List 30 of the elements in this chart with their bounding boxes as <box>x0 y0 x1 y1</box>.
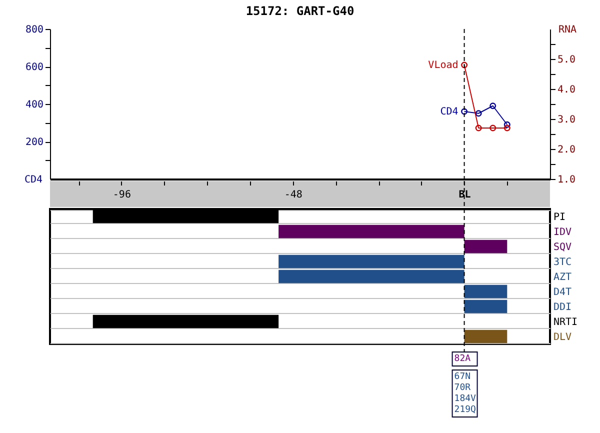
text: 67N 70R 184V 219Q <box>454 372 477 415</box>
x-tick-label: -48 <box>284 190 302 200</box>
series-label: CD4 <box>440 106 458 118</box>
y2-tick-label: 2.0 <box>558 144 576 156</box>
x-tick-label: BL <box>458 190 471 200</box>
y-tick-label: NRTI <box>554 317 578 328</box>
point <box>475 110 482 117</box>
y2-tick-label: 1.0 <box>558 174 576 186</box>
series-label: VLoad <box>428 60 458 71</box>
y-tick-label: 200 <box>25 137 44 148</box>
y-tick-label: 800 <box>25 24 44 36</box>
y-tick-label: SQV <box>554 242 572 253</box>
point <box>490 102 496 110</box>
text: 82A <box>454 354 472 364</box>
y2-tick-label: 4.0 <box>558 84 576 96</box>
x-tick-label: -96 <box>112 190 131 200</box>
y2-tick-label: 5.0 <box>558 54 576 66</box>
y-tick-label: D4T <box>554 287 572 298</box>
y-tick-label: 3TC <box>554 257 572 268</box>
y-tick-label: IDV <box>554 227 572 238</box>
y-tick-label: 600 <box>25 62 44 73</box>
y-tick-label: DDI <box>554 302 572 313</box>
y2-axis-title: RNA <box>558 24 577 36</box>
y-tick-label: DLV <box>554 332 572 343</box>
y2-tick-label: 3.0 <box>558 114 576 126</box>
y-axis-title: CD4 <box>24 174 42 186</box>
y-tick-label: 400 <box>25 100 44 110</box>
y-tick-label: PI <box>554 212 566 223</box>
y-tick-label: AZT <box>554 272 572 283</box>
chart-title: 15172: GART-G40 <box>246 4 354 18</box>
